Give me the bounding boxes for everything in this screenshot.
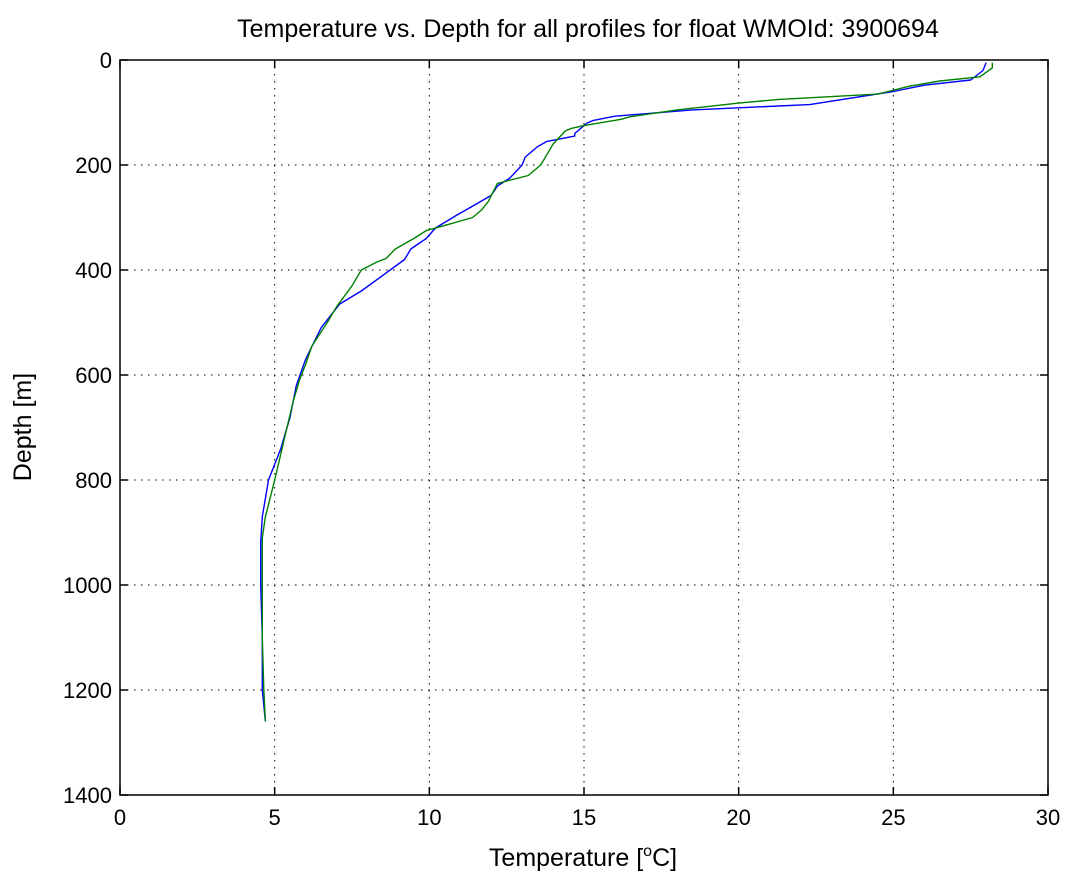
x-tick-label: 5 [269,805,281,830]
y-tick-label: 0 [100,48,112,73]
y-tick-label: 800 [75,468,112,493]
x-tick-label: 10 [417,805,441,830]
chart-title: Temperature vs. Depth for all profiles f… [237,15,939,43]
x-tick-label: 15 [572,805,596,830]
y-axis-label: Depth [m] [9,373,37,481]
x-tick-labels: 0 5 10 15 20 25 30 [114,805,1060,830]
y-tick-label: 400 [75,258,112,283]
y-tick-label: 1200 [63,678,112,703]
x-axis-label-superscript: o [643,843,652,860]
y-tick-label: 600 [75,363,112,388]
x-tick-label: 0 [114,805,126,830]
x-axis-label-suffix: C] [652,844,677,872]
x-axis-label: Temperature [oC] [489,843,677,872]
y-tick-label: 1000 [63,573,112,598]
x-tick-label: 25 [881,805,905,830]
x-axis-label-prefix: Temperature [ [489,844,643,872]
y-tick-labels: 0 200 400 600 800 1000 1200 1400 [63,48,112,808]
series-line-2 [261,62,993,722]
x-tick-label: 30 [1036,805,1060,830]
data-series [260,62,993,722]
y-tick-label: 1400 [63,783,112,808]
y-tick-label: 200 [75,153,112,178]
x-tick-label: 20 [726,805,750,830]
plot-frame [119,59,1049,796]
plot-area-background [120,60,1048,795]
